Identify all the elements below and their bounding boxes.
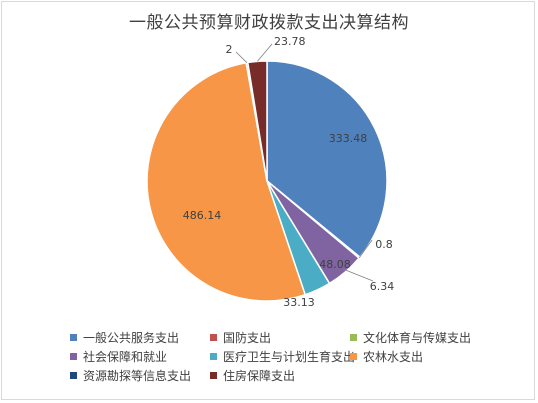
legend-label: 住房保障支出 xyxy=(223,369,296,383)
data-label-3: 48.08 xyxy=(319,258,351,271)
legend-swatch xyxy=(210,372,217,379)
data-label-1: 333.48 xyxy=(329,132,368,145)
data-label-7: 2 xyxy=(226,43,233,56)
legend-item-4: 社会保障和就业 xyxy=(70,349,167,365)
legend-item-7: 资源勘探等信息支出 xyxy=(70,368,191,384)
leader-line-4 xyxy=(257,43,273,62)
legend-item-2: 国防支出 xyxy=(210,330,271,346)
legend-item-3: 文化体育与传媒支出 xyxy=(350,330,471,346)
pie-slice-6 xyxy=(146,61,307,302)
data-label-5: 33.13 xyxy=(283,296,315,309)
legend-label: 文化体育与传媒支出 xyxy=(363,331,472,345)
legend-item-6: 农林水支出 xyxy=(350,349,423,365)
legend-item-1: 一般公共服务支出 xyxy=(70,330,179,346)
legend-item-8: 住房保障支出 xyxy=(210,368,295,384)
legend-swatch xyxy=(210,353,217,360)
pie-slice-1 xyxy=(266,60,388,259)
legend-swatch xyxy=(210,334,217,341)
legend-swatch xyxy=(350,353,357,360)
legend-label: 社会保障和就业 xyxy=(83,350,168,364)
legend-item-5: 医疗卫生与计划生育支出 xyxy=(210,349,355,365)
data-label-6: 486.14 xyxy=(183,209,222,222)
data-label-8: 23.78 xyxy=(274,35,306,48)
legend-label: 资源勘探等信息支出 xyxy=(83,369,192,383)
legend-swatch xyxy=(70,334,77,341)
legend-label: 一般公共服务支出 xyxy=(83,331,180,345)
legend-label: 医疗卫生与计划生育支出 xyxy=(223,350,356,364)
legend-swatch xyxy=(70,353,77,360)
leader-line-3 xyxy=(235,51,248,63)
data-label-2: 0.8 xyxy=(375,238,393,251)
data-label-4: 6.34 xyxy=(370,280,395,293)
chart-title: 一般公共预算财政拨款支出决算结构 xyxy=(129,13,409,33)
legend-swatch xyxy=(70,372,77,379)
leader-line-1 xyxy=(358,239,373,259)
leader-line-2 xyxy=(342,268,374,282)
legend-label: 国防支出 xyxy=(223,331,272,345)
legend-label: 农林水支出 xyxy=(363,350,424,364)
legend-swatch xyxy=(350,334,357,341)
